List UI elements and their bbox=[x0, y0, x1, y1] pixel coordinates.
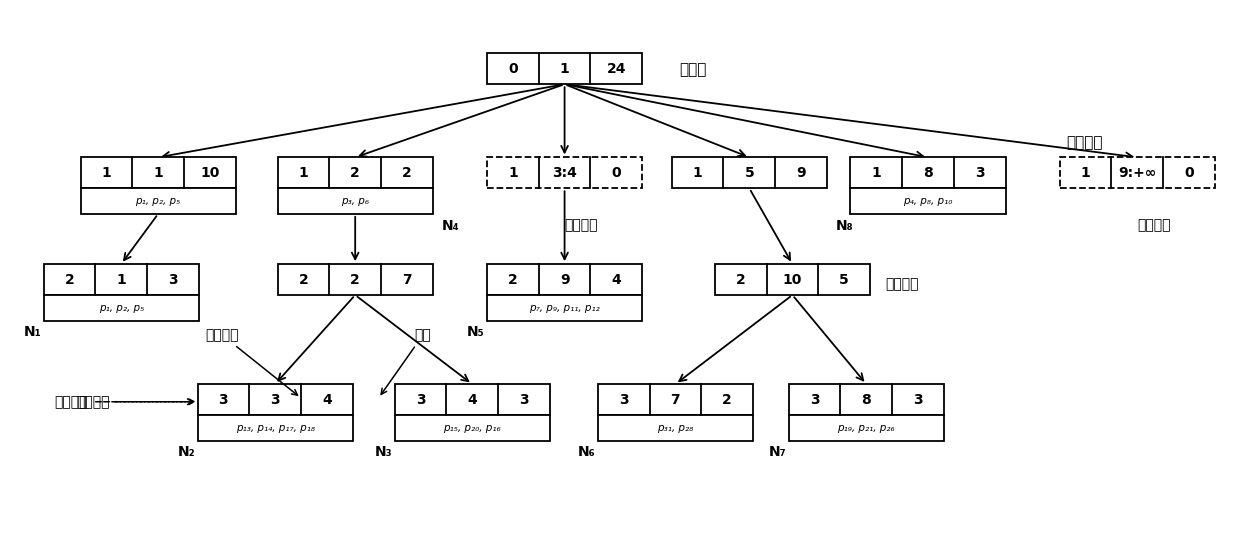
Bar bbox=[43, 295, 198, 321]
Text: 1: 1 bbox=[154, 166, 162, 180]
Bar bbox=[197, 415, 352, 441]
Text: 内部节点: 内部节点 bbox=[885, 278, 919, 292]
Text: 5: 5 bbox=[839, 273, 849, 287]
Text: N₄: N₄ bbox=[441, 218, 459, 233]
Text: 3: 3 bbox=[913, 392, 923, 406]
Text: 0: 0 bbox=[611, 166, 621, 180]
Text: 3:4: 3:4 bbox=[552, 166, 577, 180]
Text: 2: 2 bbox=[735, 273, 745, 287]
Text: 4: 4 bbox=[322, 392, 332, 406]
Bar bbox=[789, 415, 944, 441]
Text: 5: 5 bbox=[744, 166, 754, 180]
Bar bbox=[81, 188, 236, 214]
Text: 根节点: 根节点 bbox=[680, 62, 707, 77]
Text: 9:+∞: 9:+∞ bbox=[1118, 166, 1157, 180]
Text: 0: 0 bbox=[508, 62, 517, 76]
Text: 10: 10 bbox=[782, 273, 802, 287]
Text: 1: 1 bbox=[508, 166, 518, 180]
Text: p₁₉, p₂₁, p₂₆: p₁₉, p₂₁, p₂₆ bbox=[837, 423, 895, 433]
Text: N₅: N₅ bbox=[466, 325, 485, 339]
Bar bbox=[487, 295, 642, 321]
Text: 4: 4 bbox=[611, 273, 621, 287]
Text: 4: 4 bbox=[467, 392, 477, 406]
Text: 1: 1 bbox=[102, 166, 112, 180]
Text: 3: 3 bbox=[619, 392, 629, 406]
Text: 2: 2 bbox=[351, 273, 360, 287]
Text: 7: 7 bbox=[671, 392, 681, 406]
Bar bbox=[1060, 157, 1215, 188]
Text: N₇: N₇ bbox=[769, 446, 786, 460]
Text: p₄, p₈, p₁₀: p₄, p₈, p₁₀ bbox=[903, 196, 952, 206]
Bar bbox=[598, 384, 753, 415]
Text: 9: 9 bbox=[796, 166, 806, 180]
Bar bbox=[672, 157, 827, 188]
Text: p₇, p₉, p₁₁, p₁₂: p₇, p₉, p₁₁, p₁₂ bbox=[529, 303, 600, 313]
Text: 3: 3 bbox=[520, 392, 528, 406]
Text: 3: 3 bbox=[415, 392, 425, 406]
Bar bbox=[278, 188, 433, 214]
Bar bbox=[851, 157, 1006, 188]
Text: 1: 1 bbox=[117, 273, 126, 287]
Text: 8: 8 bbox=[862, 392, 872, 406]
Text: 虚拟节点: 虚拟节点 bbox=[1137, 218, 1171, 233]
Text: 0: 0 bbox=[1184, 166, 1194, 180]
Text: 2: 2 bbox=[351, 166, 360, 180]
Text: 1: 1 bbox=[872, 166, 882, 180]
Bar bbox=[197, 384, 352, 415]
Text: 虚拟节点: 虚拟节点 bbox=[564, 218, 598, 233]
Bar bbox=[487, 264, 642, 295]
Text: 2: 2 bbox=[299, 273, 309, 287]
Bar bbox=[714, 264, 870, 295]
Text: N₆: N₆ bbox=[578, 446, 595, 460]
Text: p₁, p₂, p₅: p₁, p₂, p₅ bbox=[98, 303, 144, 313]
Text: 7: 7 bbox=[402, 273, 412, 287]
Text: 1: 1 bbox=[693, 166, 703, 180]
Text: p₃₁, p₂₈: p₃₁, p₂₈ bbox=[657, 423, 693, 433]
Text: N₁: N₁ bbox=[24, 325, 41, 339]
Text: 8: 8 bbox=[923, 166, 932, 180]
Bar bbox=[789, 384, 944, 415]
Text: 2: 2 bbox=[64, 273, 74, 287]
Text: 所在层次: 所在层次 bbox=[76, 395, 195, 409]
Text: 2: 2 bbox=[508, 273, 518, 287]
Bar bbox=[394, 415, 549, 441]
Text: 1: 1 bbox=[299, 166, 309, 180]
Bar bbox=[278, 157, 433, 188]
Text: N₈: N₈ bbox=[836, 218, 853, 233]
Text: N₃: N₃ bbox=[374, 446, 392, 460]
Text: 3: 3 bbox=[218, 392, 228, 406]
Text: 3: 3 bbox=[270, 392, 280, 406]
Bar bbox=[394, 384, 549, 415]
Text: p₁₅, p₂₀, p₁₆: p₁₅, p₂₀, p₁₆ bbox=[444, 423, 501, 433]
Bar bbox=[487, 157, 642, 188]
Text: p₁₃, p₁₄, p₁₇, p₁₈: p₁₃, p₁₄, p₁₇, p₁₈ bbox=[236, 423, 315, 433]
Bar bbox=[43, 264, 198, 295]
Text: 10: 10 bbox=[200, 166, 219, 180]
Text: 3: 3 bbox=[810, 392, 820, 406]
Text: 9: 9 bbox=[559, 273, 569, 287]
Text: 所在层次: 所在层次 bbox=[55, 395, 88, 409]
Text: 2: 2 bbox=[722, 392, 732, 406]
Text: 2: 2 bbox=[402, 166, 412, 180]
Text: 1: 1 bbox=[559, 62, 569, 76]
Text: 1: 1 bbox=[1081, 166, 1090, 180]
Text: 3: 3 bbox=[975, 166, 985, 180]
Text: p₃, p₆: p₃, p₆ bbox=[341, 196, 370, 206]
Text: p₁, p₂, p₅: p₁, p₂, p₅ bbox=[135, 196, 181, 206]
Bar bbox=[851, 188, 1006, 214]
Bar bbox=[278, 264, 433, 295]
Text: 数量: 数量 bbox=[381, 328, 432, 395]
Text: 24: 24 bbox=[606, 62, 626, 76]
Text: N₂: N₂ bbox=[177, 446, 195, 460]
Bar bbox=[81, 157, 236, 188]
Text: 层内编号: 层内编号 bbox=[206, 328, 298, 395]
Text: 叶子节点: 叶子节点 bbox=[1066, 136, 1102, 151]
Text: 3: 3 bbox=[169, 273, 177, 287]
Bar bbox=[598, 415, 753, 441]
Bar bbox=[487, 53, 642, 84]
